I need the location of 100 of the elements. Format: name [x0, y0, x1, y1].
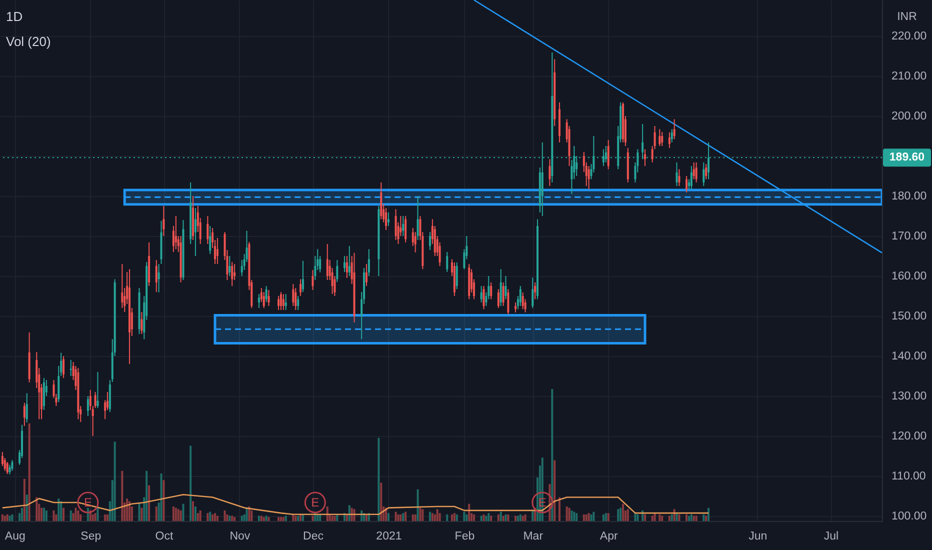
x-tick-label: Feb	[454, 530, 475, 542]
candlestick	[206, 216, 209, 244]
bar	[45, 510, 48, 521]
candlestick	[365, 264, 368, 286]
candlestick	[96, 372, 99, 408]
bar	[234, 517, 236, 521]
text: 1D	[6, 9, 23, 24]
bar	[592, 512, 595, 521]
bar	[148, 485, 150, 521]
candlestick	[6, 462, 8, 474]
candlestick	[23, 402, 26, 426]
bar	[446, 514, 448, 521]
bar	[28, 423, 30, 521]
candlestick	[231, 262, 234, 286]
candlestick	[348, 246, 350, 276]
bar	[622, 504, 624, 521]
bar	[456, 514, 458, 521]
bar	[500, 512, 502, 521]
bar	[140, 508, 143, 521]
bar	[77, 510, 80, 521]
candlestick	[497, 288, 500, 308]
candlestick	[532, 277, 534, 308]
candlestick	[86, 396, 89, 416]
bar	[26, 494, 28, 521]
candlestick	[695, 162, 698, 183]
bar	[36, 497, 38, 521]
bar	[23, 478, 26, 521]
candlestick	[705, 164, 708, 180]
bar	[617, 509, 620, 521]
candlestick	[402, 216, 404, 236]
bar	[573, 512, 576, 521]
bar	[668, 516, 670, 521]
bar	[268, 517, 270, 521]
bar	[212, 514, 214, 521]
bar	[172, 506, 174, 521]
bar	[400, 514, 402, 521]
bar	[216, 516, 218, 521]
bar	[402, 513, 404, 521]
candlestick	[482, 286, 485, 310]
bar	[70, 510, 72, 521]
bar	[678, 514, 680, 521]
bar	[507, 514, 510, 521]
candlestick	[158, 264, 160, 293]
bar	[676, 513, 678, 521]
candlestick	[292, 284, 294, 306]
bar	[422, 509, 424, 521]
bar	[485, 516, 488, 521]
candlestick	[668, 132, 670, 148]
y-tick-label: 100.00	[892, 510, 927, 522]
bar	[360, 510, 363, 521]
candlestick	[519, 286, 522, 306]
bar	[94, 513, 96, 521]
bar	[380, 482, 382, 521]
bar	[504, 514, 507, 521]
bar	[708, 508, 710, 521]
bar	[436, 509, 438, 521]
bar	[502, 516, 504, 521]
candlestick	[522, 292, 524, 310]
bar	[8, 516, 11, 521]
bar	[346, 514, 348, 521]
candlestick	[534, 282, 536, 300]
bar	[146, 470, 148, 521]
y-tick-label: 220.00	[892, 30, 927, 42]
bar	[128, 501, 130, 521]
candlestick	[686, 176, 688, 193]
bar	[670, 514, 673, 521]
candlestick	[216, 238, 218, 264]
candlestick	[404, 216, 407, 243]
candlestick	[174, 216, 177, 250]
bar	[636, 514, 639, 521]
bar	[607, 513, 610, 521]
bar	[397, 514, 400, 521]
candlestick	[514, 302, 517, 313]
bar	[214, 513, 216, 521]
bar	[192, 501, 194, 521]
bar	[62, 508, 65, 521]
bar	[702, 514, 705, 521]
chart-title: Vol (20)	[6, 34, 51, 49]
bar	[20, 508, 23, 521]
bar	[106, 514, 108, 521]
candlestick	[368, 248, 370, 276]
candlestick	[607, 140, 610, 170]
bar	[11, 514, 14, 521]
candlestick	[209, 226, 212, 254]
bar	[226, 514, 228, 521]
candlestick	[692, 162, 695, 180]
candlestick	[42, 378, 45, 410]
candlestick	[414, 232, 416, 253]
bar	[182, 504, 184, 521]
bar	[348, 505, 350, 521]
bar	[312, 516, 314, 521]
bar	[334, 516, 336, 521]
candlestick	[446, 252, 448, 272]
bar	[585, 514, 588, 521]
bar	[673, 509, 676, 521]
bar	[450, 514, 453, 521]
bar	[414, 514, 416, 521]
bar	[488, 513, 490, 521]
y-tick-label: 180.00	[892, 190, 927, 202]
candlestick	[262, 292, 265, 308]
